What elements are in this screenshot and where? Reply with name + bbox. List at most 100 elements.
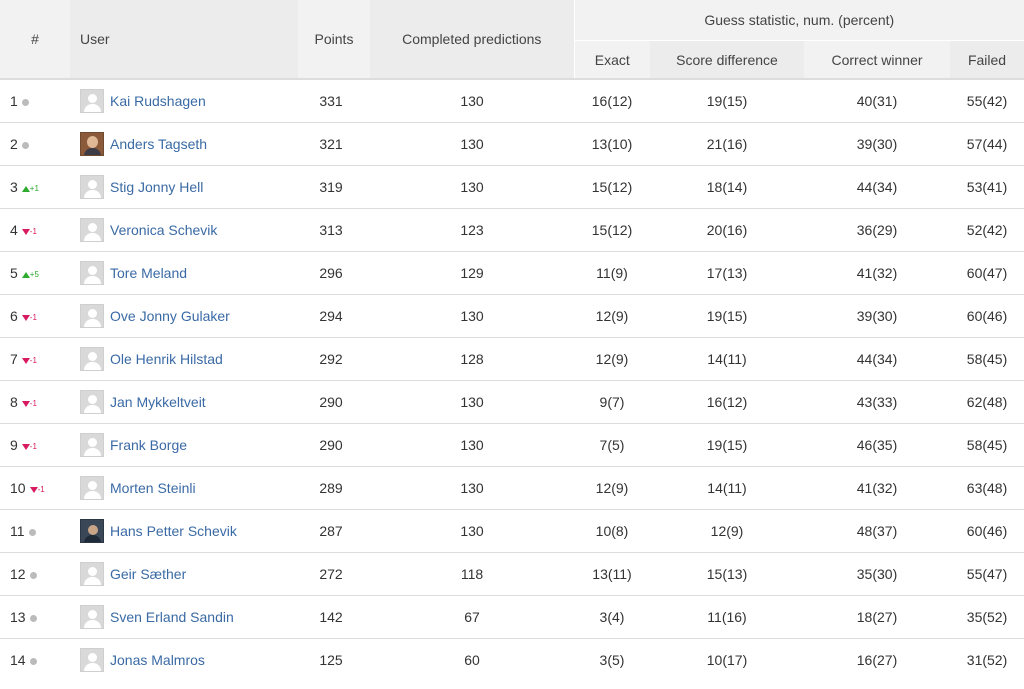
points-cell: 125 — [298, 638, 370, 681]
score-difference-cell: 11(16) — [650, 595, 804, 639]
avatar[interactable] — [80, 175, 104, 199]
rank-change: -1 — [29, 226, 37, 236]
points-cell: 296 — [298, 251, 370, 295]
points-cell: 292 — [298, 337, 370, 381]
exact-cell: 12(9) — [574, 337, 650, 381]
user-link[interactable]: Jan Mykkeltveit — [110, 394, 206, 410]
user-link[interactable]: Kai Rudshagen — [110, 93, 206, 109]
user-link[interactable]: Anders Tagseth — [110, 136, 208, 152]
avatar[interactable] — [80, 218, 104, 242]
score-difference-cell: 14(11) — [650, 337, 804, 381]
user-cell: Geir Sæther — [70, 552, 298, 596]
user-link[interactable]: Veronica Schevik — [110, 222, 218, 238]
points-cell: 313 — [298, 208, 370, 252]
table-row: 3 +1 Stig Jonny Hell 319 130 15(12) 18(14) 44(3… — [0, 165, 1024, 209]
avatar[interactable] — [80, 390, 104, 414]
arrow-down-icon — [21, 443, 30, 450]
correct-winner-cell: 39(30) — [804, 122, 950, 166]
arrow-down-icon — [21, 400, 30, 407]
failed-cell: 55(42) — [966, 93, 1008, 109]
points-cell: 289 — [298, 466, 370, 510]
arrow-up-icon — [21, 271, 30, 278]
exact-cell: 13(11) — [574, 552, 650, 596]
points-cell: 294 — [298, 294, 370, 338]
user-link[interactable]: Stig Jonny Hell — [110, 179, 204, 195]
header-points[interactable]: Points — [298, 0, 370, 80]
correct-winner-cell: 40(31) — [856, 93, 898, 109]
avatar[interactable] — [80, 433, 104, 457]
failed-cell: 60(46) — [950, 294, 1024, 338]
user-link[interactable]: Geir Sæther — [110, 566, 187, 582]
exact-cell: 15(12) — [574, 208, 650, 252]
table-row: 4 -1 Veronica Schevik 313 123 15(12) 20(16) 36(… — [0, 208, 1024, 252]
correct-winner-cell: 41(32) — [804, 466, 950, 510]
score-difference-cell: 19(15) — [706, 93, 748, 109]
rank-number: 4 — [10, 222, 18, 238]
avatar[interactable] — [80, 519, 104, 543]
points-cell: 290 — [298, 380, 370, 424]
avatar[interactable] — [80, 648, 104, 672]
rank-cell: 2 — [0, 122, 70, 166]
avatar[interactable] — [80, 476, 104, 500]
correct-winner-cell: 16(27) — [804, 638, 950, 681]
avatar[interactable] — [80, 562, 104, 586]
rank-cell: 5 +5 — [0, 251, 70, 295]
table-body: 1 Kai Rudshagen 331 130 16(12) 19(15) 40(31) 55… — [0, 79, 1024, 681]
user-cell: Hans Petter Schevik — [70, 509, 298, 553]
failed-cell: 63(48) — [950, 466, 1024, 510]
failed-cell: 60(46) — [950, 509, 1024, 553]
header-user[interactable]: User — [70, 0, 298, 80]
avatar[interactable] — [80, 347, 104, 371]
avatar[interactable] — [80, 132, 104, 156]
rank-down-indicator: -1 — [29, 485, 45, 494]
avatar[interactable] — [80, 304, 104, 328]
user-link[interactable]: Jonas Malmros — [110, 652, 205, 668]
user-link[interactable]: Hans Petter Schevik — [110, 523, 237, 539]
user-cell: Morten Steinli — [70, 466, 298, 510]
header-rank[interactable]: # — [0, 0, 70, 80]
user-link[interactable]: Ole Henrik Hilstad — [110, 351, 223, 367]
header-completed-predictions[interactable]: Completed predictions — [370, 0, 575, 80]
correct-winner-cell: 44(34) — [804, 337, 950, 381]
header-score-difference[interactable]: Score difference — [650, 40, 804, 80]
user-link[interactable]: Ove Jonny Gulaker — [110, 308, 230, 324]
user-link[interactable]: Morten Steinli — [110, 480, 196, 496]
header-correct-winner[interactable]: Correct winner — [804, 40, 950, 80]
header-exact[interactable]: Exact — [574, 40, 650, 80]
no-change-dot-icon — [28, 528, 36, 536]
table-row: 8 -1 Jan Mykkeltveit 290 130 9(7) 16(12) 43(33)… — [0, 380, 1024, 424]
rank-number: 7 — [10, 351, 18, 367]
completed-cell: 128 — [370, 337, 574, 381]
no-change-dot-icon — [29, 571, 37, 579]
exact-cell: 3(4) — [574, 595, 650, 639]
avatar[interactable] — [80, 261, 104, 285]
arrow-down-icon — [21, 314, 30, 321]
arrow-down-icon — [21, 228, 30, 235]
rank-change: -1 — [29, 312, 37, 322]
table-row: 6 -1 Ove Jonny Gulaker 294 130 12(9) 19(15) 39(… — [0, 294, 1024, 338]
correct-winner-cell: 44(34) — [804, 165, 950, 209]
exact-cell: 10(8) — [574, 509, 650, 553]
correct-winner-cell: 35(30) — [804, 552, 950, 596]
table-row: 12 Geir Sæther 272 118 13(11) 15(13) 35(30) 55(… — [0, 552, 1024, 596]
exact-cell: 11(9) — [574, 251, 650, 295]
arrow-up-icon — [21, 185, 30, 192]
score-difference-cell: 17(13) — [650, 251, 804, 295]
user-link[interactable]: Tore Meland — [110, 265, 188, 281]
avatar[interactable] — [80, 89, 104, 113]
user-cell: Tore Meland — [70, 251, 298, 295]
user-link[interactable]: Sven Erland Sandin — [110, 609, 234, 625]
score-difference-cell: 14(11) — [650, 466, 804, 510]
rank-number: 1 — [10, 93, 18, 109]
exact-cell: 12(9) — [574, 466, 650, 510]
avatar[interactable] — [80, 605, 104, 629]
points-cell: 142 — [298, 595, 370, 639]
user-link[interactable]: Frank Borge — [110, 437, 188, 453]
table-row: 1 Kai Rudshagen 331 130 16(12) 19(15) 40(31) 55… — [0, 79, 1024, 123]
rank-number: 9 — [10, 437, 18, 453]
points-cell: 321 — [298, 122, 370, 166]
rank-down-indicator: -1 — [21, 442, 37, 451]
rank-cell: 14 — [0, 638, 70, 681]
header-failed[interactable]: Failed — [950, 40, 1024, 80]
